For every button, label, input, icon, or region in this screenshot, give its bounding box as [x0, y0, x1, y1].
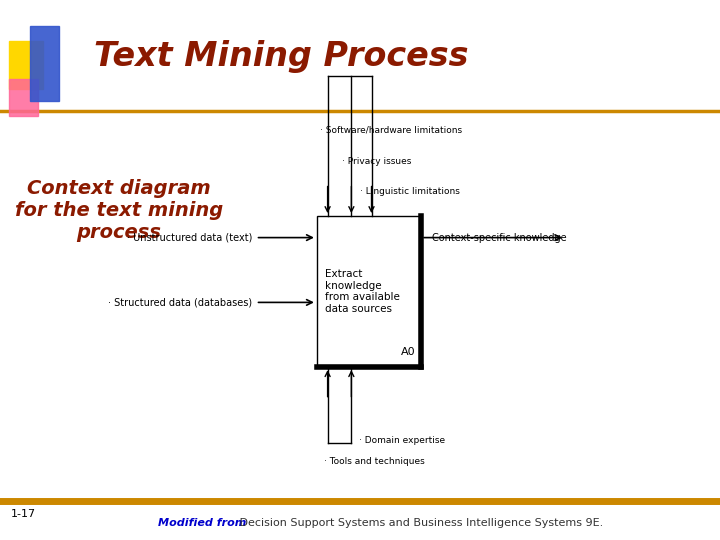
Text: A0: A0 — [401, 347, 415, 357]
Text: · Unstructured data (text): · Unstructured data (text) — [127, 233, 252, 242]
Text: · Software/hardware limitations: · Software/hardware limitations — [320, 125, 462, 134]
Text: Text Mining Process: Text Mining Process — [94, 40, 468, 73]
Text: · Tools and techniques: · Tools and techniques — [324, 457, 425, 466]
Text: Decision Support Systems and Business Intelligence Systems 9E.: Decision Support Systems and Business In… — [236, 518, 603, 528]
Text: Extract
knowledge
from available
data sources: Extract knowledge from available data so… — [325, 269, 400, 314]
Text: Context diagram
for the text mining
process: Context diagram for the text mining proc… — [14, 179, 223, 242]
Text: Modified from: Modified from — [158, 518, 247, 528]
Text: 1-17: 1-17 — [11, 509, 36, 519]
Text: · Privacy issues: · Privacy issues — [342, 158, 411, 166]
Text: · Structured data (databases): · Structured data (databases) — [108, 298, 252, 307]
Text: Context-specific knowledge: Context-specific knowledge — [432, 233, 567, 242]
Bar — [317, 216, 421, 367]
Bar — [30, 25, 59, 102]
Bar — [9, 79, 38, 116]
Text: · Linguistic limitations: · Linguistic limitations — [360, 187, 460, 196]
Bar — [9, 40, 43, 89]
Text: · Domain expertise: · Domain expertise — [359, 436, 445, 444]
